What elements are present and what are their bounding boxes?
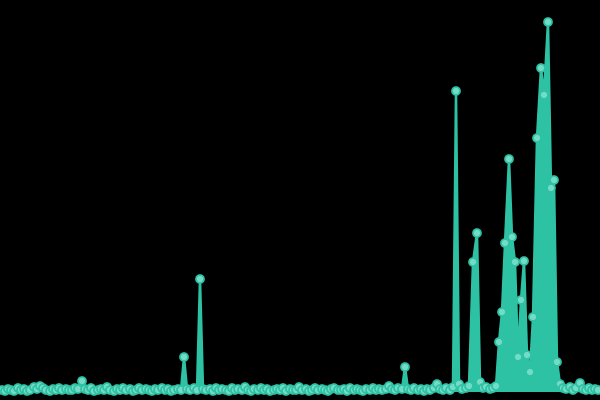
- data-point-marker: [504, 154, 514, 164]
- data-point-marker: [491, 381, 501, 391]
- data-point-marker: [543, 17, 553, 27]
- data-point-marker: [464, 381, 474, 391]
- data-point-marker: [497, 307, 507, 317]
- data-point-marker: [77, 376, 87, 386]
- data-point-marker: [472, 228, 482, 238]
- data-point-marker: [593, 385, 600, 395]
- data-point-marker: [528, 312, 538, 322]
- data-point-marker: [195, 274, 205, 284]
- data-point-marker: [468, 257, 478, 267]
- data-point-marker: [179, 352, 189, 362]
- data-point-marker: [552, 357, 562, 367]
- chart-area-fill: [2, 22, 598, 392]
- data-point-marker: [536, 63, 546, 73]
- data-point-marker: [516, 295, 526, 305]
- data-point-marker: [532, 133, 542, 143]
- data-point-marker: [400, 362, 410, 372]
- data-point-marker: [500, 238, 510, 248]
- data-point-marker: [546, 183, 556, 193]
- data-point-marker: [451, 86, 461, 96]
- data-point-marker: [494, 337, 504, 347]
- data-point-marker: [519, 256, 529, 266]
- data-point-marker: [549, 175, 559, 185]
- data-point-marker: [522, 350, 532, 360]
- data-point-markers: [0, 17, 600, 396]
- data-point-marker: [510, 257, 520, 267]
- data-point-marker: [539, 90, 549, 100]
- data-point-marker: [525, 367, 535, 377]
- data-point-marker: [513, 352, 523, 362]
- data-point-marker: [507, 232, 517, 242]
